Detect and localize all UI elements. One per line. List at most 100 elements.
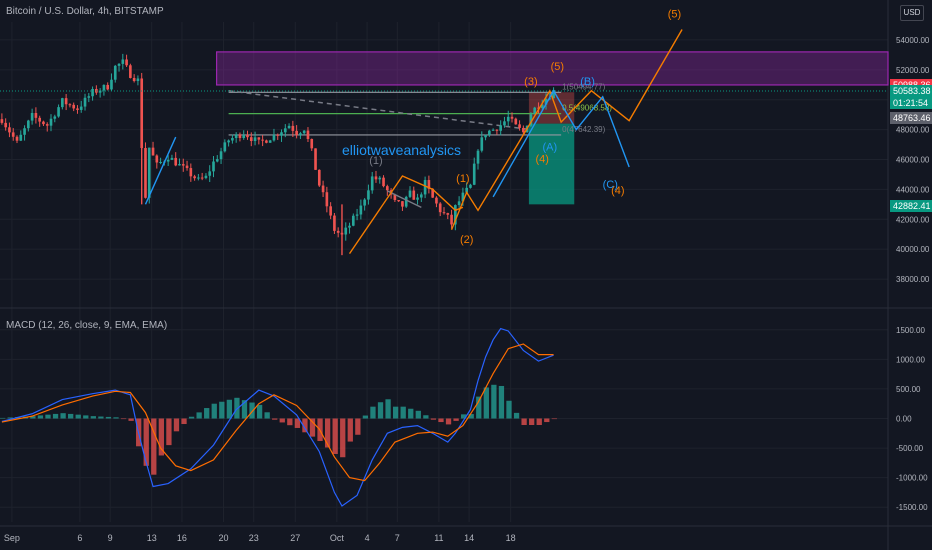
macd-histogram-bar <box>98 416 104 419</box>
candle-body <box>4 122 7 128</box>
candle-body <box>355 214 359 216</box>
candle-body <box>166 159 170 162</box>
macd-histogram-bar <box>468 414 474 419</box>
wave-4-label: (4) <box>536 153 549 165</box>
candle-body <box>227 140 230 143</box>
wave-b-label: (B) <box>580 76 595 88</box>
wave-3-label: (3) <box>524 76 537 88</box>
wave-5-label: (5) <box>551 61 564 73</box>
candle-body <box>91 88 94 97</box>
fib-levels: 1(50494.77) 0.5(49068.58) 0(47642.39) <box>228 82 612 136</box>
candle-body <box>435 197 438 204</box>
candle-body <box>136 78 140 82</box>
macd-histogram-bar <box>377 402 384 419</box>
macd-histogram-bar <box>45 414 51 419</box>
fib-label: 0(47642.39) <box>562 125 605 134</box>
macd-histogram-bar <box>249 402 255 419</box>
chart-title: Bitcoin / U.S. Dollar, 4h, BITSTAMP <box>6 6 164 17</box>
candle-body <box>57 107 60 117</box>
candle-body <box>431 188 434 198</box>
candle-body <box>132 77 136 82</box>
macd-histogram-bar <box>476 396 482 419</box>
candle-body <box>189 168 193 177</box>
macd-histogram-bar <box>7 417 13 419</box>
macd-histogram-bar <box>128 418 134 421</box>
macd-histogram-bar <box>181 418 187 425</box>
candle-body <box>503 121 506 126</box>
candle-body <box>404 196 408 207</box>
macd-histogram-bar <box>309 418 316 437</box>
price-tag-low: 42882.41 <box>890 200 932 213</box>
candle-body <box>249 137 253 142</box>
candle-body <box>19 134 23 141</box>
watermark-text: elliotwaveanalysics <box>342 142 461 158</box>
candle-body <box>552 89 555 99</box>
macd-histogram-bar <box>188 416 195 419</box>
candle-body <box>147 147 151 198</box>
candle-body <box>393 194 397 201</box>
macd-histogram-bar <box>355 418 361 435</box>
candle-body <box>268 140 272 143</box>
currency-button[interactable]: USD <box>900 5 924 21</box>
candle-body <box>499 125 503 131</box>
time-axis-label: 4 <box>365 533 370 543</box>
candle-body <box>219 151 223 160</box>
price-axis-label: 48000.00 <box>896 126 930 135</box>
time-axis-label: 6 <box>77 533 82 543</box>
time-axis-label: 20 <box>218 533 228 543</box>
candle-body <box>480 137 484 151</box>
macd-histogram-bar <box>521 418 527 426</box>
price-tag-mid: 48763.46 <box>890 112 932 125</box>
candle-body <box>329 206 332 216</box>
time-axis-label: 7 <box>395 533 400 543</box>
candle-body <box>491 129 495 131</box>
candle-body <box>155 155 159 163</box>
candle-body <box>401 201 404 207</box>
candle-body <box>506 116 510 122</box>
macd-histogram-bar <box>544 418 550 423</box>
candle-body <box>200 177 204 179</box>
price-tag-countdown: 01:21:54 <box>893 98 929 108</box>
candle-body <box>540 104 544 108</box>
macd-histogram-bar <box>408 408 414 419</box>
price-tag-last: 50583.38 01:21:54 <box>890 85 932 109</box>
macd-histogram-bar <box>392 406 399 419</box>
macd-histogram-bar <box>196 412 202 419</box>
grey-wave-line <box>387 190 422 208</box>
candle-body <box>351 215 355 226</box>
candle-body <box>212 161 215 172</box>
candle-body <box>416 197 419 200</box>
macd-histogram-bar <box>294 418 301 428</box>
candle-body <box>314 148 317 170</box>
macd-histogram-bar <box>90 416 96 419</box>
macd-histogram-bar <box>105 416 112 419</box>
candle-body <box>15 136 19 141</box>
time-axis-label: 9 <box>108 533 113 543</box>
candle-body <box>144 148 147 198</box>
macd-histogram-bar <box>536 418 542 426</box>
macd-histogram-bar <box>551 418 557 420</box>
macd-histogram-bar <box>143 418 149 466</box>
candle-body <box>140 78 144 149</box>
macd-axis-label: 1000.00 <box>896 355 925 364</box>
macd-histogram-bar <box>362 415 369 419</box>
wave-c-label: (C) <box>603 179 618 191</box>
macd-axis-label: 0.00 <box>896 415 912 424</box>
candle-body <box>27 120 30 129</box>
candle-body <box>42 121 45 125</box>
orange-wave-down <box>348 175 464 255</box>
candle-body <box>234 134 238 139</box>
macd-histogram-bar <box>272 418 278 420</box>
candle-body <box>38 117 41 122</box>
candle-body <box>113 65 117 80</box>
macd-histogram-bar <box>173 418 180 432</box>
candle-body <box>181 164 185 166</box>
candle-body <box>287 125 291 129</box>
candle-body <box>442 212 446 214</box>
candle-body <box>420 194 423 198</box>
candle-body <box>34 112 38 118</box>
time-axis-label: 16 <box>177 533 187 543</box>
macd-histogram-bar <box>287 418 293 426</box>
candle-body <box>53 116 57 119</box>
